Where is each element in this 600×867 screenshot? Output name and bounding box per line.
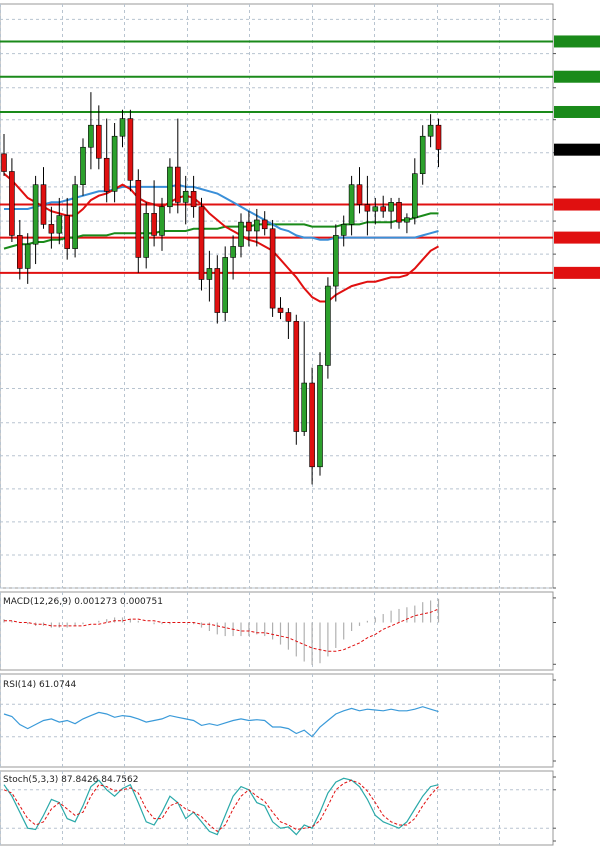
pane-frame-3	[0, 770, 554, 846]
candle-body	[364, 204, 371, 212]
candle-body	[277, 307, 284, 313]
candle-body	[356, 184, 363, 205]
candle-body	[435, 124, 442, 150]
candle-body	[64, 215, 70, 249]
level-label-bg	[554, 70, 600, 83]
candle-body	[88, 124, 94, 148]
level-label-bg	[554, 266, 600, 279]
candle-body	[388, 202, 394, 212]
candle-body	[135, 180, 142, 258]
candle-body	[48, 224, 55, 234]
candle-body	[96, 124, 102, 159]
candle-body	[56, 215, 63, 234]
candle-body	[246, 221, 252, 232]
candle-body	[159, 206, 165, 236]
level-label-bg	[554, 35, 600, 48]
current-price-bg	[554, 143, 600, 156]
pane-frame-2	[0, 673, 554, 768]
stoch-title: Stoch(5,3,3) 87.8426 84.7562	[3, 775, 138, 785]
candle-body	[40, 184, 47, 225]
candle-body	[222, 257, 228, 313]
macd-signal-line	[4, 608, 439, 652]
candle-body	[1, 153, 7, 172]
candle-body	[9, 171, 15, 236]
candle-body	[380, 206, 387, 212]
candle-body	[127, 118, 134, 181]
rsi-line	[3, 706, 439, 738]
candle-body	[301, 382, 308, 432]
candle-body	[372, 206, 379, 212]
candle-body	[269, 228, 276, 309]
pane-frame-0	[0, 3, 554, 589]
candle-body	[119, 118, 126, 137]
rsi-title: RSI(14) 61.0744	[3, 680, 76, 690]
candle-body	[16, 235, 23, 269]
stoch-k-line	[3, 777, 439, 836]
candle-body	[285, 312, 292, 322]
candle-body	[427, 124, 434, 137]
candle-body	[182, 191, 189, 203]
stoch-d-line	[3, 779, 439, 833]
candle-body	[175, 166, 181, 203]
candle-body	[80, 146, 86, 186]
level-label-bg	[554, 105, 600, 118]
candle-body	[411, 173, 418, 219]
candle-body	[261, 219, 268, 230]
candle-body	[396, 202, 402, 223]
candle-body	[309, 382, 315, 468]
candle-body	[214, 268, 221, 313]
candle-body	[143, 213, 149, 258]
level-label-bg	[554, 198, 600, 211]
candle-body	[332, 235, 339, 287]
candle-body	[293, 321, 300, 432]
candle-body	[190, 191, 197, 208]
candle-body	[325, 285, 331, 366]
level-label-bg	[554, 231, 600, 244]
candle-body	[151, 213, 157, 236]
candle-body	[230, 246, 236, 258]
candle-body	[167, 166, 173, 208]
candle-body	[24, 243, 31, 269]
candle-body	[348, 184, 355, 225]
candle-body	[238, 221, 244, 247]
candle-body	[419, 135, 426, 174]
candle-body	[32, 184, 39, 245]
candle-body	[404, 217, 410, 223]
candle-body	[254, 219, 260, 232]
candle-body	[206, 268, 213, 280]
candle-body	[103, 157, 110, 192]
candle-body	[198, 206, 205, 280]
candle-body	[340, 224, 347, 236]
candle-body	[111, 135, 118, 192]
macd-title: MACD(12,26,9) 0.001273 0.000751	[3, 597, 163, 607]
candle-body	[317, 365, 323, 468]
candle-body	[72, 184, 78, 249]
pane-frame-1	[0, 591, 554, 671]
